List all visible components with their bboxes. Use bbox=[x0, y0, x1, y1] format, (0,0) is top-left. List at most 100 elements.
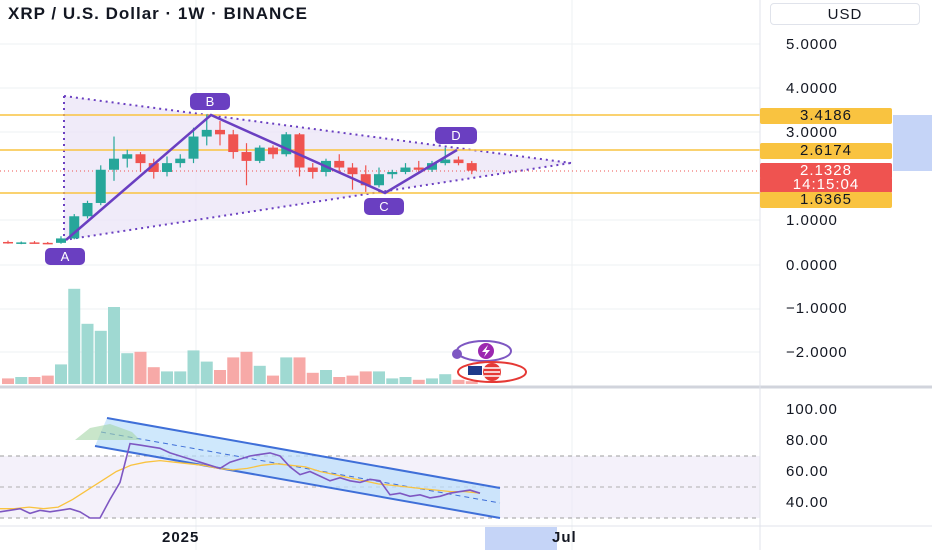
rsi-tick: 100.00 bbox=[786, 401, 838, 418]
price-tick: 0.0000 bbox=[786, 257, 838, 274]
time-tick-jul: Jul bbox=[552, 529, 577, 546]
candle bbox=[16, 241, 27, 245]
volume-bar bbox=[439, 374, 452, 384]
candle-body bbox=[400, 167, 411, 172]
time-tick-2025: 2025 bbox=[162, 529, 200, 546]
volume-bar bbox=[373, 371, 385, 384]
candle-body bbox=[281, 134, 292, 155]
lightning-badge-icon[interactable] bbox=[452, 340, 512, 362]
rsi-tick: 60.00 bbox=[786, 463, 829, 480]
volume-bar bbox=[306, 372, 319, 384]
candle-body bbox=[294, 134, 305, 168]
volume-bar bbox=[147, 367, 160, 384]
candle-body bbox=[148, 163, 159, 172]
volume-bar bbox=[399, 377, 412, 384]
point-c-badge bbox=[364, 198, 404, 215]
candle-body bbox=[453, 159, 464, 164]
candle bbox=[3, 240, 13, 244]
candle-body bbox=[268, 147, 278, 155]
price-tick: 3.0000 bbox=[786, 124, 838, 141]
candle bbox=[360, 165, 371, 192]
candle-body bbox=[201, 129, 212, 137]
volume-bar bbox=[134, 351, 147, 384]
candle bbox=[82, 200, 93, 219]
candle bbox=[307, 163, 318, 179]
volume-bars bbox=[2, 288, 478, 384]
support-price-label[interactable]: 1.6365 bbox=[760, 192, 892, 208]
candle-body bbox=[42, 242, 53, 245]
candle-body bbox=[440, 159, 451, 164]
resistance-price-label[interactable]: 3.4186 bbox=[760, 108, 892, 124]
us-flag-badge-icon[interactable] bbox=[457, 361, 527, 383]
volume-bar bbox=[41, 375, 54, 384]
candle-body bbox=[135, 154, 146, 164]
volume-bar bbox=[267, 375, 279, 384]
countdown-label: 14:15:04 bbox=[760, 177, 892, 193]
volume-bar bbox=[214, 370, 226, 384]
candle-body bbox=[427, 163, 437, 170]
volume-bar bbox=[320, 370, 332, 384]
volume-bar bbox=[333, 377, 346, 384]
candle-body bbox=[466, 163, 477, 171]
candle bbox=[387, 169, 398, 179]
rsi-tick: 40.00 bbox=[786, 494, 829, 511]
rsi-channel-lower-line bbox=[94, 445, 501, 519]
price-tick: −1.0000 bbox=[786, 300, 848, 317]
candle bbox=[175, 154, 186, 168]
candle-body bbox=[374, 174, 384, 186]
price-range-highlight[interactable] bbox=[893, 115, 932, 171]
volume-bar bbox=[68, 288, 81, 384]
point-marker-d: D bbox=[435, 127, 477, 144]
candle bbox=[268, 145, 278, 159]
rsi-tick: 80.00 bbox=[786, 432, 829, 449]
volume-bar bbox=[412, 379, 425, 384]
candle bbox=[162, 156, 172, 177]
candle-body bbox=[215, 129, 225, 135]
time-range-highlight[interactable] bbox=[485, 527, 557, 550]
candle bbox=[400, 163, 411, 175]
candle bbox=[188, 127, 199, 164]
candle bbox=[453, 156, 464, 166]
candle bbox=[135, 152, 146, 172]
candle bbox=[228, 129, 239, 159]
volume-bar bbox=[81, 323, 94, 384]
candle-body bbox=[82, 202, 93, 217]
volume-bar bbox=[28, 377, 41, 384]
mid-level-price-label[interactable]: 2.6174 bbox=[760, 143, 892, 159]
volume-bar bbox=[386, 378, 399, 384]
volume-bar bbox=[240, 351, 253, 384]
candle bbox=[148, 158, 159, 179]
volume-bar bbox=[174, 371, 187, 384]
abcd-path bbox=[65, 113, 458, 241]
chart-title: XRP / U.S. Dollar · 1W · BINANCE bbox=[8, 4, 308, 23]
rsi-pane bbox=[0, 417, 760, 519]
point-marker-b: B bbox=[190, 93, 230, 110]
candle-body bbox=[347, 167, 358, 175]
volume-bar bbox=[200, 361, 213, 384]
candle bbox=[413, 160, 424, 172]
volume-bar bbox=[465, 381, 478, 384]
volume-bar bbox=[280, 357, 293, 384]
point-b-badge bbox=[190, 93, 230, 110]
candle bbox=[334, 154, 345, 172]
candle bbox=[95, 165, 106, 206]
candle-body bbox=[29, 242, 40, 244]
volume-bar bbox=[452, 379, 465, 384]
volume-bar bbox=[346, 375, 359, 384]
candle bbox=[374, 167, 384, 188]
currency-button[interactable]: USD bbox=[770, 3, 920, 25]
rsi-overbought-fill bbox=[75, 424, 140, 440]
volume-bar bbox=[108, 307, 120, 384]
candle-body bbox=[307, 167, 318, 172]
candle-body bbox=[3, 241, 13, 244]
candle-body bbox=[69, 216, 80, 239]
rsi-channel-mid-line bbox=[100, 431, 501, 504]
current-price-label[interactable]: 2.1328 bbox=[760, 163, 892, 179]
point-b-label: B bbox=[206, 94, 215, 109]
candle-body bbox=[387, 171, 398, 175]
rsi-channel-upper-line bbox=[106, 417, 501, 489]
candle-body bbox=[122, 154, 133, 159]
volume-bar bbox=[55, 364, 67, 384]
candle bbox=[122, 149, 133, 168]
